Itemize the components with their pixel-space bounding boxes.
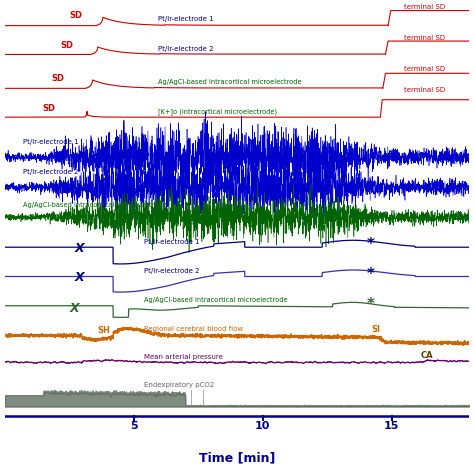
Text: SD: SD: [42, 103, 55, 112]
Text: X: X: [74, 272, 84, 284]
Text: Pt/Ir-electrode 2: Pt/Ir-electrode 2: [144, 268, 200, 274]
Text: CA: CA: [420, 351, 433, 360]
Text: 5: 5: [130, 421, 137, 431]
Text: SD: SD: [51, 74, 64, 83]
Text: Pt/Ir-electrode 1: Pt/Ir-electrode 1: [23, 138, 79, 145]
Text: Regional cerebral blood flow: Regional cerebral blood flow: [144, 326, 243, 332]
Text: Mean arterial pressure: Mean arterial pressure: [144, 354, 223, 360]
Text: terminal SD: terminal SD: [404, 4, 446, 10]
Text: terminal SD: terminal SD: [404, 66, 446, 73]
Text: Ag/AgCl-based intracortical microelectrode: Ag/AgCl-based intracortical microelectro…: [144, 297, 288, 303]
Text: terminal SD: terminal SD: [404, 87, 446, 93]
Text: Pt/Ir-electrode 1: Pt/Ir-electrode 1: [144, 239, 200, 245]
Text: Pt/Ir-electrode 2: Pt/Ir-electrode 2: [23, 169, 79, 175]
Text: SD: SD: [61, 41, 73, 50]
Text: SD: SD: [70, 11, 83, 20]
Text: SI: SI: [372, 325, 381, 334]
Text: *: *: [367, 297, 375, 312]
Text: Ag/AgCl-based intracortical microelectrode: Ag/AgCl-based intracortical microelectro…: [158, 79, 301, 85]
Text: Time [min]: Time [min]: [199, 452, 275, 465]
Text: X: X: [74, 242, 84, 255]
Text: 15: 15: [384, 421, 400, 431]
Text: *: *: [367, 237, 375, 252]
Text: terminal SD: terminal SD: [404, 35, 446, 41]
Text: SH: SH: [98, 326, 110, 335]
Text: X: X: [70, 301, 80, 315]
Text: Endexpiratory pCO2: Endexpiratory pCO2: [144, 382, 214, 388]
Text: 10: 10: [255, 421, 271, 431]
Text: *: *: [367, 267, 375, 282]
Text: [K+]o (intracortical microelectrode): [K+]o (intracortical microelectrode): [158, 108, 277, 115]
Text: Ag/AgCl-based intracortical microelectrode: Ag/AgCl-based intracortical microelectro…: [23, 202, 167, 208]
Text: Pt/Ir-electrode 2: Pt/Ir-electrode 2: [158, 46, 213, 52]
Text: Pt/Ir-electrode 1: Pt/Ir-electrode 1: [158, 17, 214, 22]
